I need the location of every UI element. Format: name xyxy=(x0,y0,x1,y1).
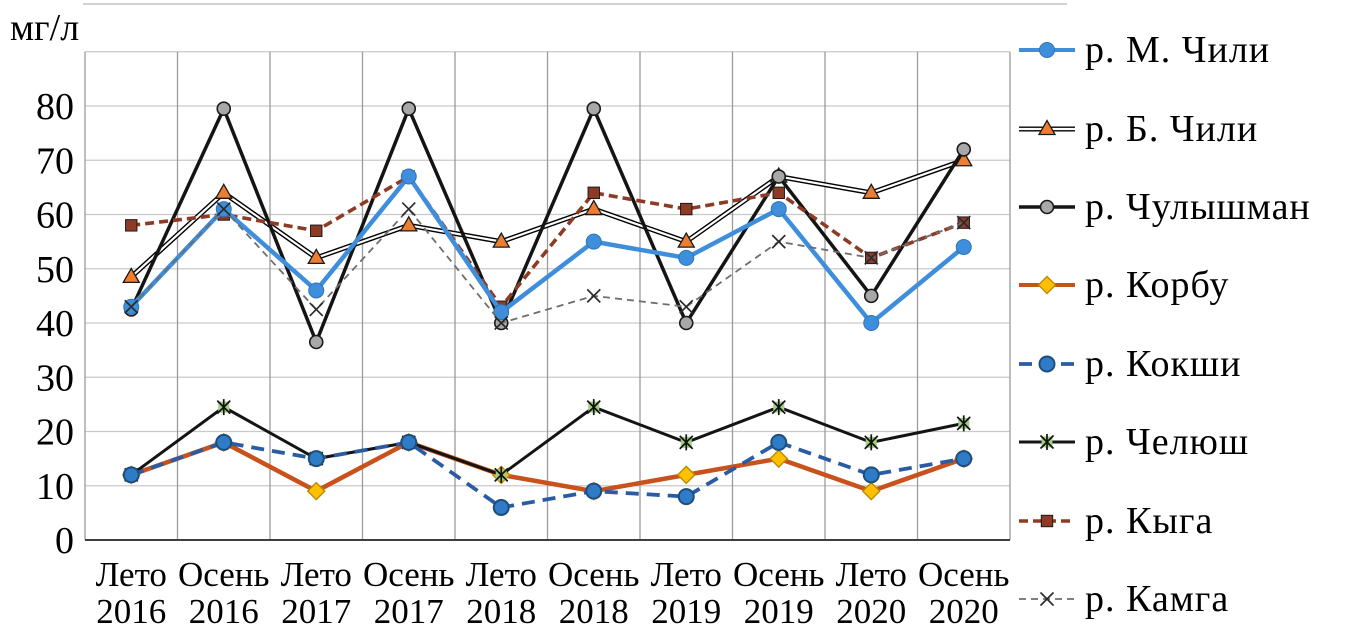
legend-label: р. Челюш xyxy=(1085,421,1250,464)
legend-swatch-triangle-icon xyxy=(1019,118,1075,135)
legend-label: р. М. Чили xyxy=(1085,29,1271,72)
legend-item-6: р. Кыга xyxy=(1018,481,1311,559)
x-tick-year-label: 2016 xyxy=(96,592,166,631)
series-4 xyxy=(122,433,973,516)
legend-swatch-star-icon xyxy=(1019,434,1075,451)
x-tick-year-label: 2019 xyxy=(744,592,814,631)
legend-swatch-square-icon xyxy=(1019,514,1075,527)
legend-swatch-circle-icon xyxy=(1019,355,1075,373)
y-tick-label: 60 xyxy=(36,195,74,237)
x-tick-season-label: Лето xyxy=(651,555,722,594)
y-tick-label: 30 xyxy=(36,357,74,399)
y-tick-label: 50 xyxy=(36,249,74,291)
x-tick-season-label: Лето xyxy=(281,555,352,594)
legend-label: р. Корбу xyxy=(1085,264,1230,307)
x-tick-year-label: 2019 xyxy=(651,592,721,631)
legend-item-3: р. Корбу xyxy=(1018,246,1311,324)
y-tick-label: 70 xyxy=(36,140,74,182)
x-tick-year-label: 2017 xyxy=(374,592,444,631)
legend-swatch-circle-icon xyxy=(1019,42,1075,59)
x-tick-year-label: 2020 xyxy=(929,592,999,631)
x-tick-season-label: Осень xyxy=(178,555,269,594)
x-tick-season-label: Осень xyxy=(548,555,639,594)
x-tick-season-label: Лето xyxy=(836,555,907,594)
legend-label: р. Кыга xyxy=(1085,499,1214,542)
x-tick-year-label: 2018 xyxy=(559,592,629,631)
x-tick-season-label: Осень xyxy=(363,555,454,594)
legend-item-5: р. Челюш xyxy=(1018,403,1311,481)
x-tick-year-label: 2020 xyxy=(836,592,906,631)
legend-label: р. Чулышман xyxy=(1085,185,1311,228)
x-tick-season-label: Лето xyxy=(96,555,167,594)
legend-item-1: р. Б. Чили xyxy=(1018,89,1311,167)
legend-swatch-diamond-icon xyxy=(1019,275,1075,295)
y-tick-label: 20 xyxy=(36,412,74,454)
y-tick-label: 10 xyxy=(36,466,74,508)
x-tick-season-label: Осень xyxy=(918,555,1009,594)
y-tick-label: 40 xyxy=(36,303,74,345)
series-7 xyxy=(124,201,971,331)
x-axis-tick-labels: Лето2016Осень2016Лето2017Осень2017Лето20… xyxy=(96,555,1010,631)
chart-legend: р. М. Чили р. Б. Чили р. Чулышман р. Корбу р… xyxy=(1018,11,1311,637)
x-tick-year-label: 2016 xyxy=(189,592,259,631)
legend-item-0: р. М. Чили xyxy=(1018,11,1311,89)
y-tick-label: 80 xyxy=(36,86,74,128)
x-tick-year-label: 2018 xyxy=(466,592,536,631)
legend-item-2: р. Чулышман xyxy=(1018,168,1311,246)
legend-item-7: р. Камга xyxy=(1018,560,1311,637)
y-axis-unit-label: мг/л xyxy=(10,7,80,49)
legend-label: р. Камга xyxy=(1085,577,1230,620)
y-axis-tick-labels: 0 10 20 30 40 50 60 70 80 xyxy=(36,86,74,562)
y-tick-label: 0 xyxy=(55,520,74,562)
legend-item-4: р. Кокши xyxy=(1018,325,1311,403)
legend-label: р. Кокши xyxy=(1085,342,1242,385)
legend-swatch-x-icon xyxy=(1019,591,1075,607)
legend-swatch-circle-gray-icon xyxy=(1019,199,1075,215)
legend-label: р. Б. Чили xyxy=(1085,107,1259,150)
x-tick-season-label: Осень xyxy=(733,555,824,594)
x-tick-season-label: Лето xyxy=(466,555,537,594)
x-tick-year-label: 2017 xyxy=(281,592,351,631)
gridlines xyxy=(83,3,1067,541)
